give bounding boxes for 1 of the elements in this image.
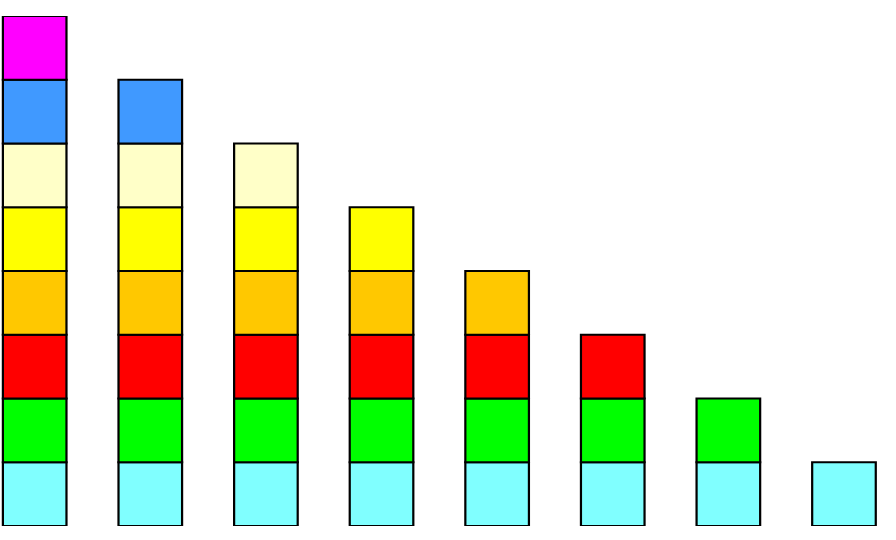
- bar: [811, 461, 877, 526]
